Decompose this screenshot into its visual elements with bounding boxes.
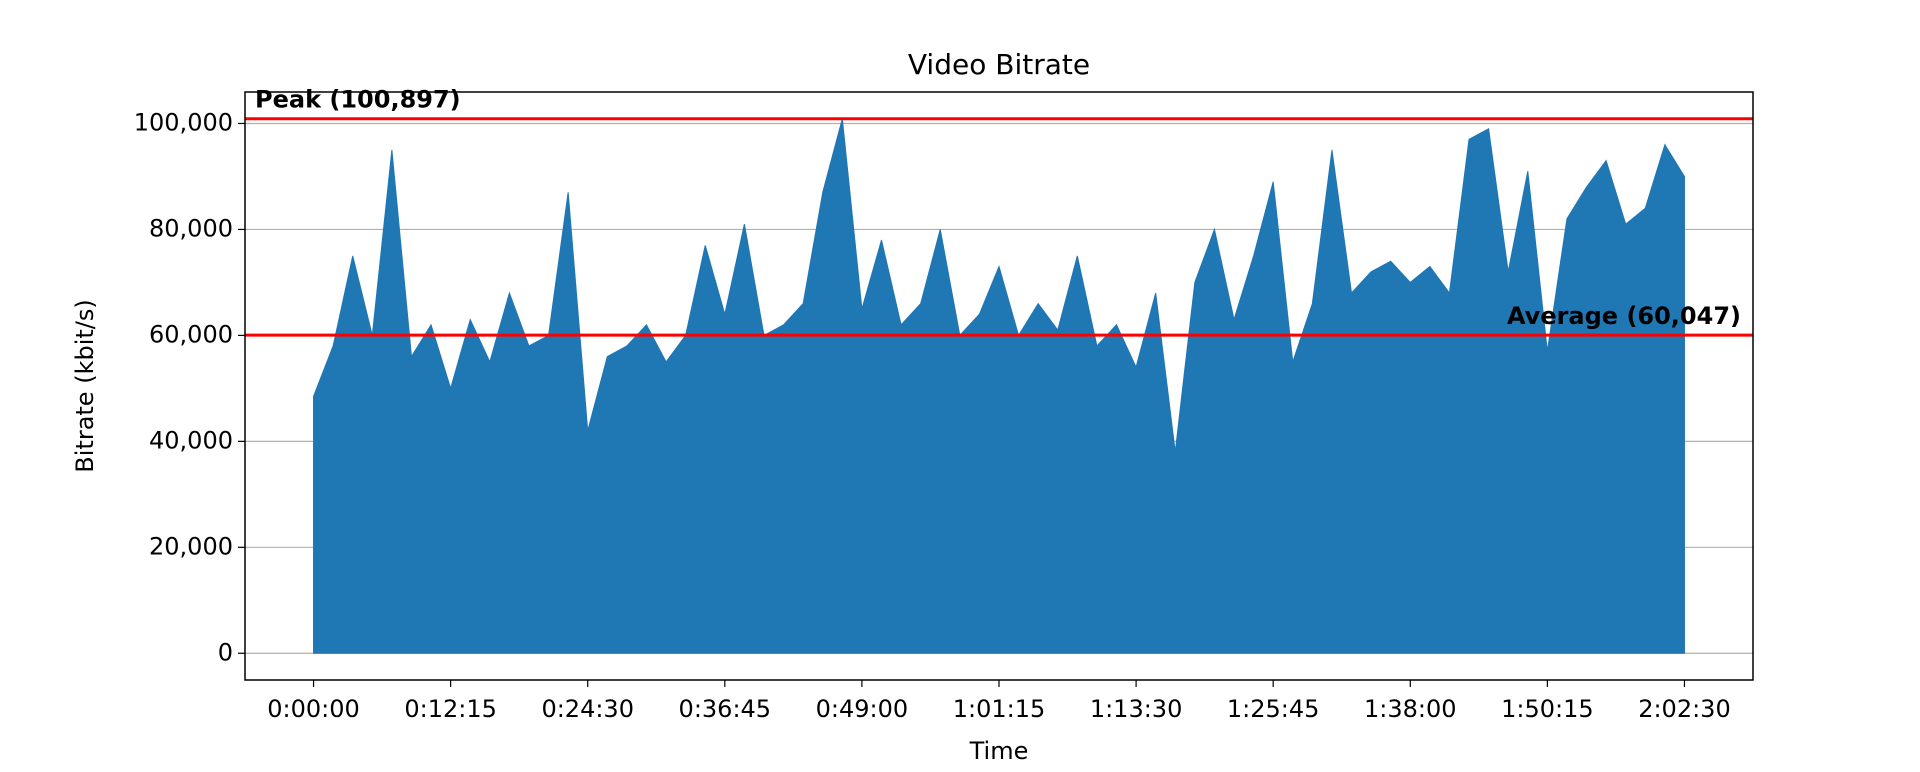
plot-frame bbox=[244, 91, 1754, 681]
x-tick-label: 0:12:15 bbox=[404, 695, 497, 723]
y-axis-label: Bitrate (kbit/s) bbox=[71, 299, 99, 472]
bitrate-area bbox=[313, 118, 1685, 654]
x-tick-label: 1:50:15 bbox=[1501, 695, 1594, 723]
x-tick-label: 1:38:00 bbox=[1364, 695, 1457, 723]
y-tick-label: 100,000 bbox=[134, 108, 233, 136]
y-tick-label: 80,000 bbox=[149, 214, 233, 242]
x-tick-label: 0:00:00 bbox=[267, 695, 360, 723]
x-tick-label: 2:02:30 bbox=[1638, 695, 1731, 723]
x-tick-label: 0:49:00 bbox=[816, 695, 909, 723]
y-tick-label: 60,000 bbox=[149, 320, 233, 348]
reference-label: Average (60,047) bbox=[1507, 302, 1741, 330]
x-tick-label: 0:24:30 bbox=[541, 695, 634, 723]
x-tick-label: 1:25:45 bbox=[1227, 695, 1320, 723]
x-tick-label: 1:13:30 bbox=[1090, 695, 1183, 723]
y-tick-label: 40,000 bbox=[149, 426, 233, 454]
x-axis-label: Time bbox=[969, 737, 1029, 765]
y-tick-label: 0 bbox=[218, 638, 233, 666]
chart-title: Video Bitrate bbox=[908, 48, 1090, 81]
y-tick-label: 20,000 bbox=[149, 532, 233, 560]
x-tick-label: 0:36:45 bbox=[679, 695, 772, 723]
x-tick-label: 1:01:15 bbox=[953, 695, 1046, 723]
reference-label: Peak (100,897) bbox=[255, 86, 461, 114]
